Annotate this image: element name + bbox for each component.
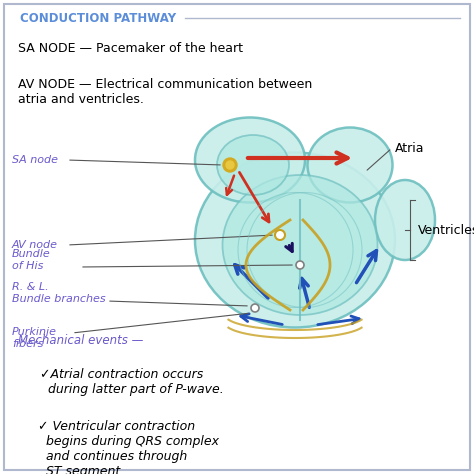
Text: ✓Atrial contraction occurs
  during latter part of P-wave.: ✓Atrial contraction occurs during latter… (40, 368, 224, 396)
Text: AV node: AV node (12, 240, 58, 250)
Text: SA node: SA node (12, 155, 58, 165)
Circle shape (223, 158, 237, 172)
Ellipse shape (195, 153, 395, 328)
Circle shape (251, 304, 259, 312)
Text: Ventricles: Ventricles (418, 224, 474, 237)
Circle shape (275, 230, 285, 240)
Text: Atria: Atria (395, 142, 425, 155)
Text: Purkinje
fibers: Purkinje fibers (12, 327, 57, 349)
Ellipse shape (375, 180, 435, 260)
Text: Bundle
of His: Bundle of His (12, 249, 51, 271)
Text: ✓ Ventricular contraction
  begins during QRS complex
  and continues through
  : ✓ Ventricular contraction begins during … (38, 420, 219, 474)
Text: R. & L.
Bundle branches: R. & L. Bundle branches (12, 282, 106, 304)
Text: CONDUCTION PATHWAY: CONDUCTION PATHWAY (20, 11, 176, 25)
Ellipse shape (308, 128, 392, 202)
Circle shape (226, 161, 234, 169)
Circle shape (296, 261, 304, 269)
FancyBboxPatch shape (4, 4, 470, 470)
Text: AV NODE — Electrical communication between
atria and ventricles.: AV NODE — Electrical communication betwe… (18, 78, 312, 106)
Ellipse shape (195, 118, 305, 202)
Text: Mechanical events —: Mechanical events — (18, 334, 143, 346)
Ellipse shape (222, 175, 377, 315)
Text: SA NODE — Pacemaker of the heart: SA NODE — Pacemaker of the heart (18, 42, 243, 55)
Ellipse shape (217, 135, 289, 195)
